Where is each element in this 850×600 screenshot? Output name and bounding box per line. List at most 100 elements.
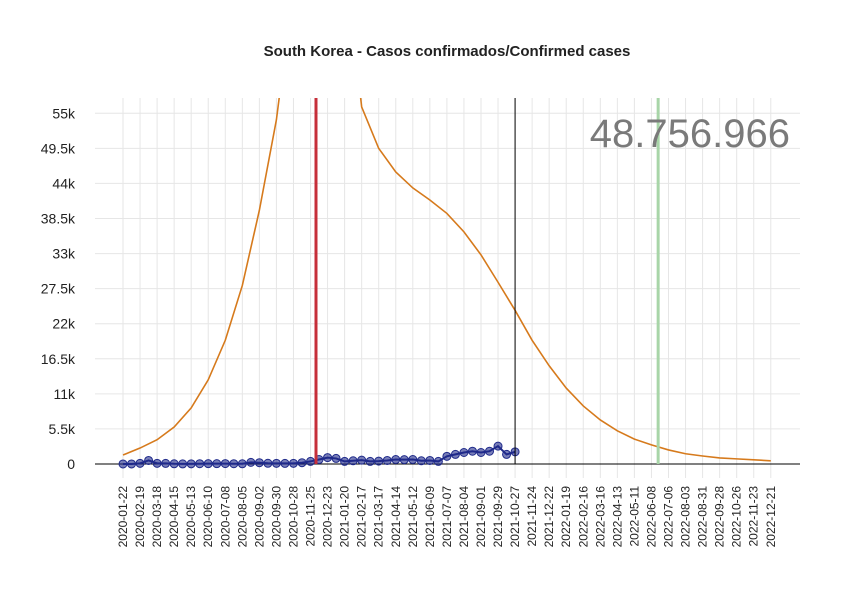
x-tick-label: 2022-09-28 [713,486,727,548]
data-point [340,456,350,466]
data-point [127,459,137,469]
data-point [203,459,213,469]
total-annotation: 48.756.966 [590,112,790,156]
series-line [122,98,771,462]
y-tick-label: 55k [52,105,76,121]
data-point [348,456,358,466]
x-tick-label: 2022-08-03 [679,486,693,548]
x-tick-label: 2022-01-19 [559,486,573,548]
x-tick-label: 2020-03-18 [150,486,164,548]
x-tick-label: 2021-02-17 [355,486,369,548]
x-tick-label: 2022-07-06 [661,486,675,548]
y-tick-label: 38.5k [41,211,76,227]
data-point [288,458,298,468]
data-point [467,446,477,456]
x-tick-label: 2022-11-23 [747,486,761,547]
y-tick-label: 44k [52,175,76,191]
x-tick-label: 2022-10-26 [730,486,744,548]
labels: 0 5.5k 11k 16.5k 22k 27.5k 33k 38.5k 44k 49.5k 55k… [41,105,790,547]
grid [95,98,800,478]
data-point [297,458,307,468]
plot-area [118,98,771,469]
x-tick-label: 2022-12-21 [764,486,778,548]
data-point [212,459,222,469]
data-point [391,455,401,465]
data-point [416,456,426,466]
x-tick-label: 2021-12-22 [542,486,556,548]
data-point [237,459,247,469]
data-point [152,458,162,468]
data-point [382,455,392,465]
x-tick-label: 2022-06-08 [644,486,658,548]
data-point [246,457,256,467]
data-point [442,451,452,461]
x-tick-label: 2022-08-31 [696,486,710,548]
y-tick-label: 11k [53,386,76,402]
x-tick-label: 2021-04-14 [389,486,403,548]
x-tick-label: 2021-11-24 [525,486,539,547]
x-tick-label: 2021-06-09 [423,486,437,548]
x-tick-label: 2020-07-08 [218,486,232,548]
data-point [271,458,281,468]
data-point [229,459,239,469]
x-tick-label: 2021-01-20 [338,486,352,548]
data-point [476,447,486,457]
x-tick-label: 2021-09-01 [474,486,488,548]
x-tick-label: 2020-08-05 [235,486,249,548]
x-tick-label: 2020-01-22 [116,486,130,548]
x-tick-label: 2021-10-27 [508,486,522,548]
data-point [306,456,316,466]
data-point [502,449,512,459]
data-point [254,458,264,468]
data-point [161,458,171,468]
data-point [485,446,495,456]
x-tick-label: 2020-04-15 [167,486,181,548]
x-tick-label: 2020-10-28 [286,486,300,548]
x-tick-label: 2020-02-19 [133,486,147,548]
y-tick-label: 33k [52,246,76,262]
y-tick-label: 27.5k [41,281,76,297]
x-tick-label: 2020-05-13 [184,486,198,548]
x-tick-label: 2021-05-12 [406,486,420,548]
data-point [323,453,333,463]
data-point [493,441,503,451]
data-point [263,458,273,468]
x-tick-label: 2022-04-13 [610,486,624,548]
data-point [186,459,196,469]
data-point [357,455,367,465]
data-point [118,459,128,469]
x-tick-label: 2021-07-07 [440,486,454,548]
x-tick-label: 2022-03-16 [593,486,607,548]
x-tick-label: 2020-12-23 [321,486,335,548]
x-tick-label: 2020-11-25 [304,486,318,547]
data-point [450,449,460,459]
x-tick-label: 2020-09-30 [269,486,283,548]
x-tick-label: 2022-02-16 [576,486,590,548]
y-tick-label: 49.5k [41,140,76,156]
x-tick-label: 2020-09-02 [252,486,266,548]
data-point [399,455,409,465]
x-tick-label: 2021-03-17 [372,486,386,548]
y-tick-label: 16.5k [41,351,76,367]
data-point [433,456,443,466]
y-tick-label: 0 [67,456,75,472]
data-point [374,456,384,466]
x-tick-label: 2022-05-11 [627,486,641,547]
data-point [331,453,341,463]
data-point [178,459,188,469]
data-point [144,455,154,465]
data-point [220,459,230,469]
data-point [425,455,435,465]
x-tick-label: 2021-08-04 [457,486,471,548]
data-point [365,456,375,466]
data-point [169,459,179,469]
data-point [408,455,418,465]
y-tick-label: 5.5k [49,421,76,437]
data-point [195,459,205,469]
data-point [280,458,290,468]
x-tick-label: 2021-09-29 [491,486,505,548]
x-tick-label: 2020-06-10 [201,486,215,548]
data-point [135,458,145,468]
chart-title: South Korea - Casos confirmados/Confirme… [264,43,631,60]
